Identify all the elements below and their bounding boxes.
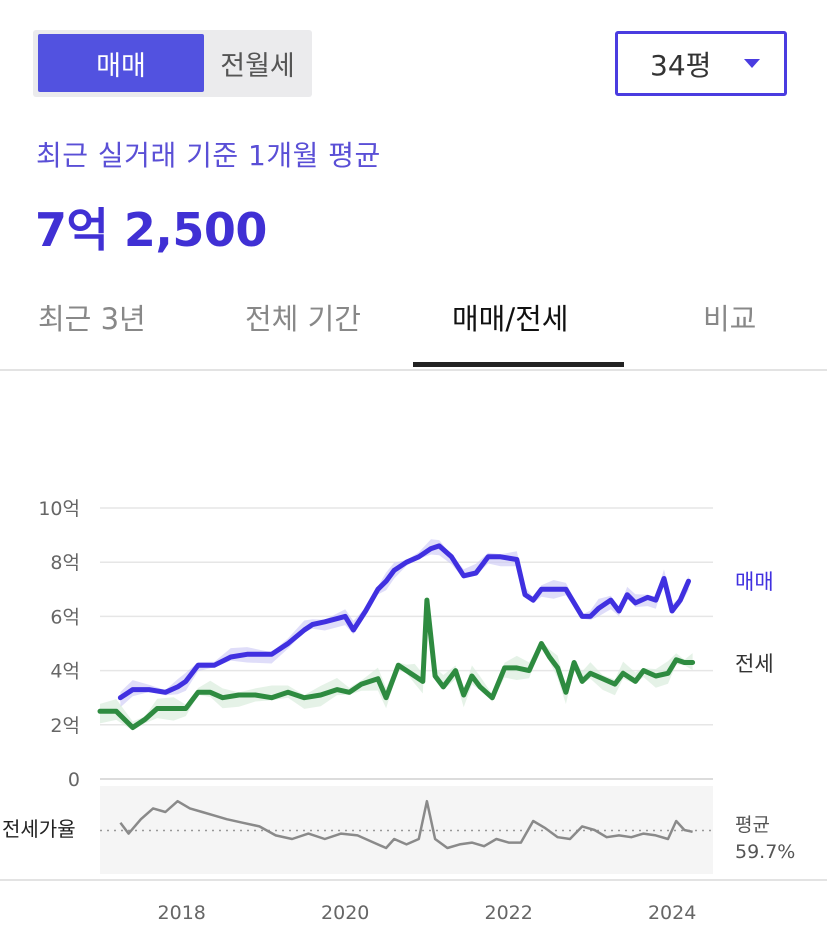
tab-recent-3-years[interactable]: 최근 3년 bbox=[38, 302, 146, 336]
period-tabs: 최근 3년 전체 기간 매매/전세 비교 bbox=[0, 286, 827, 370]
y-tick-label: 10억 bbox=[38, 498, 80, 520]
sale-tab-button[interactable]: 매매 bbox=[38, 34, 204, 92]
jeonse-series-label: 전세 bbox=[735, 652, 774, 676]
jeonse-price-line bbox=[97, 597, 696, 730]
average-ratio-value: 59.7% bbox=[735, 841, 795, 863]
average-label: 평균 bbox=[735, 814, 770, 836]
jeonse-ratio-line bbox=[119, 799, 693, 850]
x-tick-label: 2020 bbox=[321, 902, 369, 924]
chevron-down-icon bbox=[744, 59, 760, 68]
tab-sale-jeonse[interactable]: 매매/전세 bbox=[452, 302, 569, 336]
price-basis-label: 최근 실거래 기준 1개월 평균 bbox=[36, 139, 381, 172]
average-price: 7억 2,500 bbox=[35, 203, 267, 257]
x-tick-label: 2022 bbox=[484, 902, 532, 924]
area-size-select[interactable]: 34평 bbox=[615, 31, 787, 96]
sale-range-band bbox=[120, 539, 689, 708]
chart-bottom-divider bbox=[0, 879, 827, 881]
sale-price-line bbox=[117, 543, 691, 701]
rent-tab-button[interactable]: 전월세 bbox=[206, 34, 309, 92]
y-tick-label: 8억 bbox=[50, 552, 80, 574]
area-size-value: 34평 bbox=[650, 48, 712, 82]
y-tick-label: 6억 bbox=[50, 606, 80, 628]
y-tick-label: 4억 bbox=[50, 661, 80, 683]
deal-type-toggle: 매매 전월세 bbox=[33, 30, 312, 97]
y-tick-label: 2억 bbox=[50, 715, 80, 737]
active-tab-indicator bbox=[413, 362, 624, 367]
y-tick-label: 0 bbox=[68, 769, 80, 791]
ratio-panel-background bbox=[100, 786, 713, 874]
x-tick-label: 2018 bbox=[158, 902, 206, 924]
tab-compare[interactable]: 비교 bbox=[703, 302, 757, 336]
x-tick-label: 2024 bbox=[648, 902, 696, 924]
tabs-divider bbox=[0, 369, 827, 371]
ratio-axis-label: 전세가율 bbox=[2, 817, 76, 841]
tab-all-period[interactable]: 전체 기간 bbox=[245, 302, 361, 336]
sale-series-label: 매매 bbox=[735, 570, 774, 594]
